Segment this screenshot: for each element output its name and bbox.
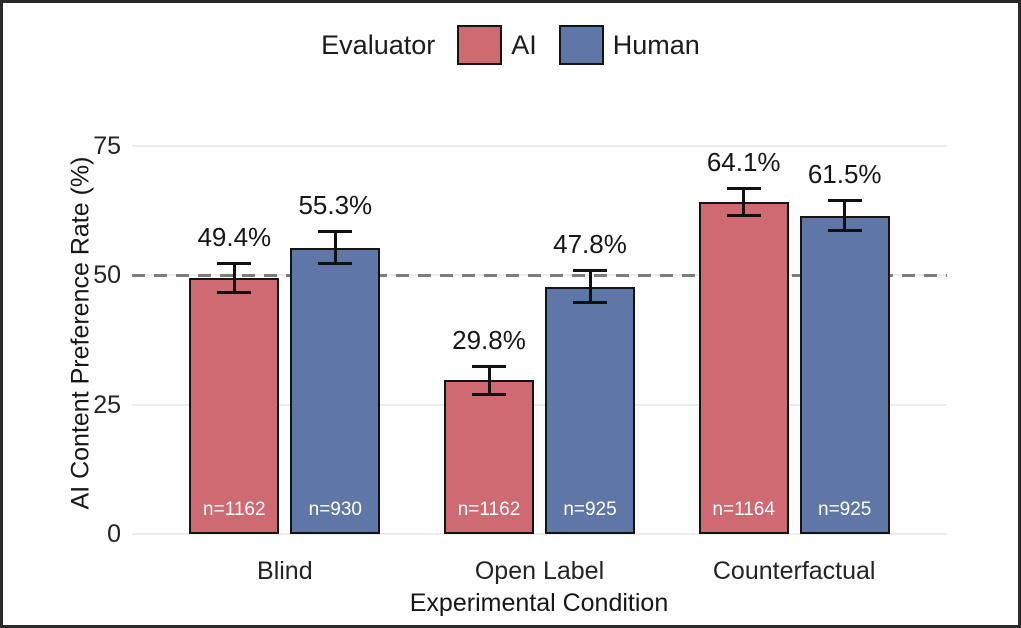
- bar-n-label: n=925: [563, 499, 617, 520]
- x-axis-title: Experimental Condition: [409, 589, 669, 617]
- bar-value-label: 61.5%: [807, 159, 882, 190]
- error-bar-cap-high: [573, 269, 607, 273]
- bar-n-label: n=925: [818, 499, 872, 520]
- error-bar-cap-high: [318, 229, 353, 233]
- bar-value-label: 49.4%: [197, 222, 272, 253]
- bar-value-label: 64.1%: [706, 146, 781, 177]
- y-tick-75: 75: [93, 131, 121, 160]
- error-bar-cap-low: [318, 261, 353, 265]
- y-tick-50: 50: [93, 261, 121, 290]
- bar-n-label: n=1164: [712, 499, 775, 520]
- error-bar-cap-low: [827, 228, 862, 232]
- y-tick-25: 25: [93, 390, 121, 419]
- gridline-0: [132, 533, 947, 535]
- y-tick-0: 0: [107, 520, 121, 548]
- bar-n-label: n=930: [308, 499, 362, 520]
- legend-item-ai: AI: [457, 25, 537, 65]
- human-color-swatch: [558, 25, 604, 65]
- error-bar-cap-high: [217, 262, 252, 266]
- legend-label-human: Human: [612, 29, 700, 60]
- legend: Evaluator AI Human: [3, 21, 1018, 69]
- error-bar-line: [487, 365, 491, 395]
- error-bar-line: [843, 200, 847, 231]
- bar-ai-counterfactual: [698, 202, 789, 534]
- error-bar-cap-high: [472, 364, 506, 368]
- legend-item-human: Human: [558, 25, 700, 65]
- error-bar-line: [232, 263, 236, 293]
- x-tick-blind: Blind: [257, 557, 313, 585]
- error-bar-cap-high: [827, 199, 862, 203]
- error-bar-cap-low: [726, 214, 761, 218]
- error-bar-cap-high: [726, 186, 761, 190]
- legend-label-ai: AI: [511, 29, 537, 60]
- bar-n-label: n=1162: [203, 499, 266, 520]
- gridline-25: [132, 403, 947, 406]
- bar-human-open-label: [545, 286, 635, 534]
- bar-value-label: 29.8%: [452, 324, 526, 355]
- bar-ai-blind: [189, 278, 280, 534]
- bar-ai-open-label: [444, 379, 534, 534]
- reference-line-50pct: [132, 273, 947, 278]
- bar-value-label: 47.8%: [553, 229, 627, 260]
- bar-n-label: n=1162: [457, 499, 521, 520]
- ai-color-swatch: [457, 25, 503, 65]
- bar-human-blind: [290, 247, 381, 534]
- error-bar-line: [333, 230, 337, 264]
- y-axis-title: AI Content Preference Rate (%): [66, 156, 95, 510]
- gridline-75: [132, 144, 947, 147]
- bar-human-counterfactual: [799, 215, 890, 534]
- error-bar-cap-low: [472, 392, 506, 396]
- error-bar-line: [742, 187, 746, 217]
- x-tick-open-label: Open Label: [474, 557, 605, 585]
- error-bar-line: [588, 270, 592, 303]
- error-bar-cap-low: [573, 300, 607, 304]
- x-tick-counterfactual: Counterfactual: [712, 557, 876, 585]
- legend-title: Evaluator: [321, 29, 436, 60]
- plot-area: 49.4% n=1162 29.8% n=1162 64.1% n=1164 55.3% n=…: [132, 120, 947, 535]
- error-bar-cap-low: [217, 290, 252, 294]
- bar-value-label: 55.3%: [298, 189, 373, 220]
